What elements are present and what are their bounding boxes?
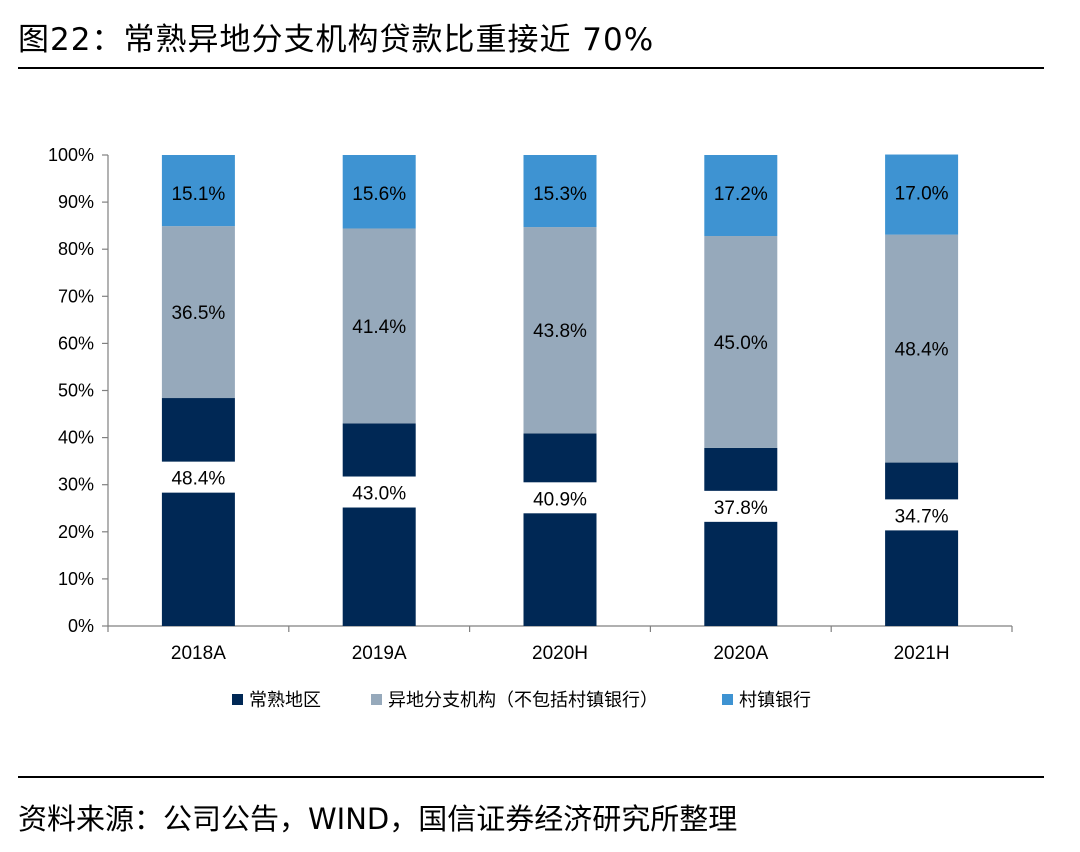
y-tick-label: 20%: [58, 522, 94, 542]
legend-swatch: [371, 694, 382, 705]
stacked-bar-chart: 0% 10% 20% 30% 40% 50% 60% 70% 80% 90% 100% 48.4% 36…: [48, 145, 1013, 710]
legend-label: 村镇银行: [739, 690, 811, 710]
bar-segment: [523, 227, 597, 434]
bar-segment: [342, 423, 416, 626]
x-category-label: 2019A: [352, 643, 407, 664]
data-label: 37.8%: [714, 498, 768, 519]
x-category-label: 2020H: [532, 643, 588, 664]
y-tick-label: 90%: [58, 192, 94, 212]
data-label-background: [340, 476, 418, 508]
source-note: 资料来源：公司公告，WIND，国信证券经济研究所整理: [18, 802, 738, 836]
y-tick-label: 30%: [58, 475, 94, 495]
bar-segment: [704, 236, 778, 448]
bar-segment: [704, 155, 778, 237]
data-label: 43.8%: [533, 321, 587, 342]
data-label: 43.0%: [352, 484, 406, 505]
chart-title: 图22：常熟异地分支机构贷款比重接近 70%: [18, 22, 655, 58]
data-label-background: [702, 490, 780, 522]
bar-segment: [342, 228, 416, 424]
data-label: 17.2%: [714, 184, 768, 205]
legend-label: 常熟地区: [249, 690, 321, 710]
bar-segment: [161, 398, 235, 626]
y-tick-label: 0%: [68, 616, 94, 636]
y-tick-label: 80%: [58, 239, 94, 259]
y-tick-label: 70%: [58, 286, 94, 306]
data-label-background: [521, 482, 599, 514]
bar-segment: [885, 154, 959, 235]
legend-label: 异地分支机构（不包括村镇银行）: [388, 690, 658, 710]
y-tick-label: 50%: [58, 381, 94, 401]
bar-segment: [161, 226, 235, 399]
bar-segment: [704, 447, 778, 626]
data-label: 48.4%: [171, 469, 225, 490]
y-tick-label: 10%: [58, 569, 94, 589]
data-label: 48.4%: [895, 340, 949, 361]
bottom-rule: [18, 776, 1044, 778]
data-label: 36.5%: [171, 303, 225, 324]
y-tick-label: 60%: [58, 333, 94, 353]
data-label: 34.7%: [895, 506, 949, 527]
y-tick-label: 40%: [58, 428, 94, 448]
legend-swatch: [722, 694, 733, 705]
data-label: 15.6%: [352, 184, 406, 205]
data-label-background: [883, 499, 961, 531]
legend-swatch: [232, 694, 243, 705]
data-label: 15.3%: [533, 184, 587, 205]
x-category-label: 2018A: [171, 643, 226, 664]
bar-segment: [885, 462, 959, 626]
x-category-label: 2020A: [713, 643, 768, 664]
bar-segment: [523, 155, 597, 228]
top-rule: [18, 67, 1044, 69]
data-label: 15.1%: [171, 184, 225, 205]
y-tick-label: 100%: [48, 145, 94, 165]
data-label: 41.4%: [352, 317, 406, 338]
bar-segment: [342, 155, 416, 229]
bar-segment: [161, 155, 235, 227]
data-label: 45.0%: [714, 333, 768, 354]
data-label: 17.0%: [895, 184, 949, 205]
bar-segment: [885, 234, 959, 463]
data-label: 40.9%: [533, 489, 587, 510]
data-label-background: [159, 461, 237, 493]
x-category-label: 2021H: [894, 643, 950, 664]
bar-segment: [523, 433, 597, 626]
